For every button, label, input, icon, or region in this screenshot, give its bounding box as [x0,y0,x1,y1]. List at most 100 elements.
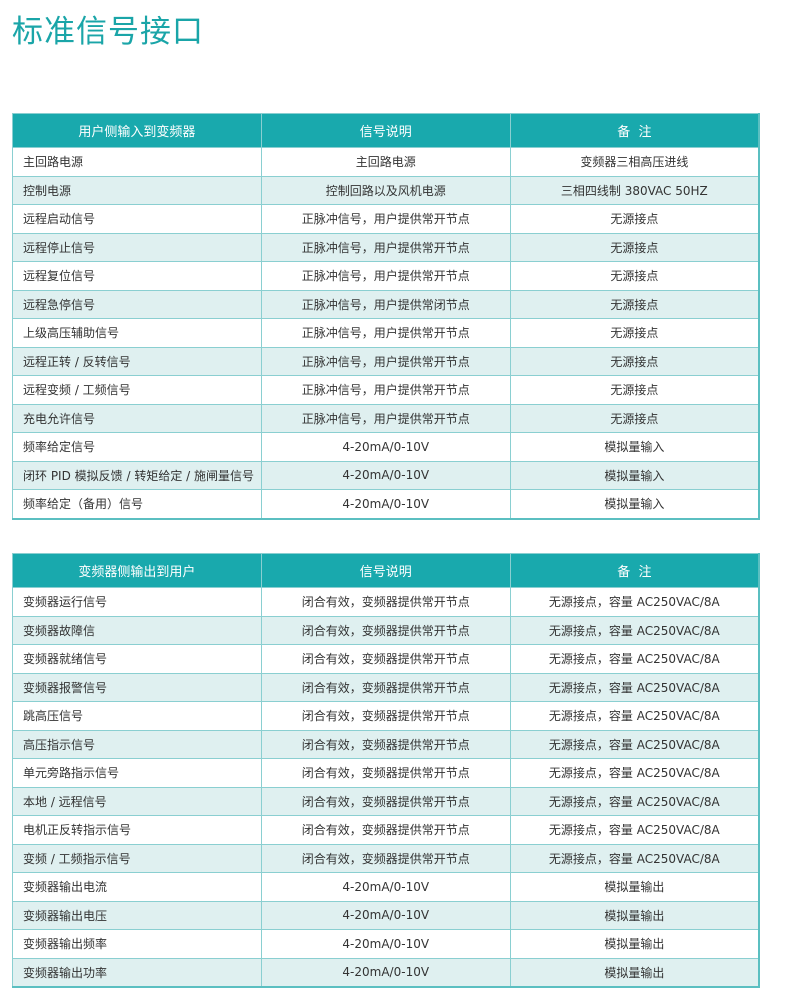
table-cell: 变频器输出频率 [12,929,262,959]
table-cell: 三相四线制 380VAC 50HZ [509,175,760,205]
table-cell: 远程变频 / 工频信号 [12,375,262,405]
table-cell: 主回路电源 [12,147,262,177]
table-cell: 无源接点 [509,346,760,376]
table-cell: 频率给定（备用）信号 [12,489,262,519]
table-cell: 无源接点 [509,289,760,319]
table-row: 变频器输出电压 4-20mA/0-10V 模拟量输出 [12,900,760,930]
table-cell: 闭合有效，变频器提供常开节点 [260,843,511,873]
table-cell: 闭合有效，变频器提供常开节点 [260,672,511,702]
table-cell: 无源接点 [509,403,760,433]
output-signal-table: 变频器侧输出到用户 信号说明备 注变频器运行信号 闭合有效，变频器提供常开节点 无源接… [12,553,760,988]
table-cell: 频率给定信号 [12,432,262,462]
table-cell: 正脉冲信号，用户提供常开节点 [260,375,511,405]
table-cell: 正脉冲信号，用户提供常开节点 [260,261,511,291]
table-cell: 无源接点 [509,232,760,262]
table-cell: 正脉冲信号，用户提供常开节点 [260,232,511,262]
table-row: 变频器输出频率 4-20mA/0-10V 模拟量输出 [12,929,760,959]
table-cell: 模拟量输出 [509,900,760,930]
table-cell: 闭合有效，变频器提供常开节点 [260,815,511,845]
table-cell: 4-20mA/0-10V [260,460,511,490]
table-cell: 无源接点，容量 AC250VAC/8A [509,729,760,759]
table-row: 变频器输出功率 4-20mA/0-10V 模拟量输出 [12,957,760,988]
table-cell: 无源接点 [509,261,760,291]
table-cell: 变频器运行信号 [12,587,262,617]
table-cell: 远程复位信号 [12,261,262,291]
table-cell: 控制回路以及风机电源 [260,175,511,205]
table-cell: 闭合有效，变频器提供常开节点 [260,758,511,788]
table-row: 闭环 PID 模拟反馈 / 转矩给定 / 施闸量信号 4-20mA/0-10V 模拟… [12,460,760,490]
table-cell: 远程停止信号 [12,232,262,262]
table-cell: 无源接点，容量 AC250VAC/8A [509,815,760,845]
table-row: 充电允许信号 正脉冲信号，用户提供常开节点 无源接点 [12,403,760,433]
table-cell: 无源接点，容量 AC250VAC/8A [509,758,760,788]
table-cell: 正脉冲信号，用户提供常开节点 [260,403,511,433]
table-cell: 远程急停信号 [12,289,262,319]
table-row: 远程正转 / 反转信号 正脉冲信号，用户提供常开节点 无源接点 [12,346,760,376]
table-cell: 闭合有效，变频器提供常开节点 [260,729,511,759]
table-row: 远程启动信号 正脉冲信号，用户提供常开节点 无源接点 [12,204,760,234]
table-cell: 无源接点，容量 AC250VAC/8A [509,701,760,731]
table-cell: 单元旁路指示信号 [12,758,262,788]
table-row: 频率给定（备用）信号 4-20mA/0-10V 模拟量输入 [12,489,760,519]
table-cell: 无源接点，容量 AC250VAC/8A [509,587,760,617]
table-cell: 4-20mA/0-10V [260,900,511,930]
table-cell: 闭合有效，变频器提供常开节点 [260,644,511,674]
table-cell: 无源接点，容量 AC250VAC/8A [509,786,760,816]
table-cell: 模拟量输入 [509,489,760,519]
table-cell: 模拟量输出 [509,957,760,988]
table-row: 上级高压辅助信号 正脉冲信号，用户提供常开节点 无源接点 [12,318,760,348]
table-cell: 4-20mA/0-10V [260,432,511,462]
table-row: 远程急停信号 正脉冲信号，用户提供常闭节点 无源接点 [12,289,760,319]
table-row: 跳高压信号 闭合有效，变频器提供常开节点 无源接点，容量 AC250VAC/8A [12,701,760,731]
table-cell: 变频器输出电流 [12,872,262,902]
table-cell: 正脉冲信号，用户提供常闭节点 [260,289,511,319]
page-title: 标准信号接口 [12,14,204,50]
table-cell: 正脉冲信号，用户提供常开节点 [260,318,511,348]
table-row: 变频器就绪信号 闭合有效，变频器提供常开节点 无源接点，容量 AC250VAC/8A [12,644,760,674]
table-cell: 主回路电源 [260,147,511,177]
table-cell: 4-20mA/0-10V [260,957,511,988]
header-cell: 用户侧输入到变频器 [12,113,262,148]
table-cell: 闭环 PID 模拟反馈 / 转矩给定 / 施闸量信号 [12,460,262,490]
table-cell: 变频器输出电压 [12,900,262,930]
table-cell: 正脉冲信号，用户提供常开节点 [260,204,511,234]
table-cell: 无源接点，容量 AC250VAC/8A [509,843,760,873]
input-signal-table: 用户侧输入到变频器 信号说明备 注主回路电源 主回路电源 变频器三相高压进线 控制电源控… [12,113,760,520]
table-row: 远程变频 / 工频信号 正脉冲信号，用户提供常开节点 无源接点 [12,375,760,405]
table-cell: 正脉冲信号，用户提供常开节点 [260,346,511,376]
table-cell: 变频器报警信号 [12,672,262,702]
table-row: 高压指示信号 闭合有效，变频器提供常开节点 无源接点，容量 AC250VAC/8A [12,729,760,759]
table-cell: 闭合有效，变频器提供常开节点 [260,701,511,731]
table-cell: 上级高压辅助信号 [12,318,262,348]
table-row: 变频器输出电流 4-20mA/0-10V 模拟量输出 [12,872,760,902]
table-cell: 模拟量输出 [509,929,760,959]
table-cell: 远程正转 / 反转信号 [12,346,262,376]
table-cell: 闭合有效，变频器提供常开节点 [260,615,511,645]
table-row: 频率给定信号 4-20mA/0-10V 模拟量输入 [12,432,760,462]
table-cell: 无源接点 [509,375,760,405]
table-cell: 无源接点 [509,204,760,234]
header-cell: 备 注 [509,553,760,588]
table-cell: 无源接点 [509,318,760,348]
table-cell: 模拟量输入 [509,460,760,490]
table-cell: 远程启动信号 [12,204,262,234]
table-cell: 变频 / 工频指示信号 [12,843,262,873]
table-cell: 高压指示信号 [12,729,262,759]
table-cell: 闭合有效，变频器提供常开节点 [260,786,511,816]
table-row: 远程复位信号 正脉冲信号，用户提供常开节点 无源接点 [12,261,760,291]
table-cell: 变频器就绪信号 [12,644,262,674]
table-cell: 无源接点，容量 AC250VAC/8A [509,644,760,674]
table-row: 变频 / 工频指示信号 闭合有效，变频器提供常开节点 无源接点，容量 AC250VA… [12,843,760,873]
table-row: 主回路电源 主回路电源 变频器三相高压进线 [12,147,760,177]
table-cell: 变频器故障信 [12,615,262,645]
table-cell: 无源接点，容量 AC250VAC/8A [509,672,760,702]
table-cell: 闭合有效，变频器提供常开节点 [260,587,511,617]
table-cell: 变频器输出功率 [12,957,262,988]
table-cell: 模拟量输出 [509,872,760,902]
header-cell: 信号说明 [260,113,511,148]
header-row: 用户侧输入到变频器 信号说明备 注 [12,113,760,148]
table-cell: 4-20mA/0-10V [260,929,511,959]
table-cell: 跳高压信号 [12,701,262,731]
table-cell: 4-20mA/0-10V [260,489,511,519]
